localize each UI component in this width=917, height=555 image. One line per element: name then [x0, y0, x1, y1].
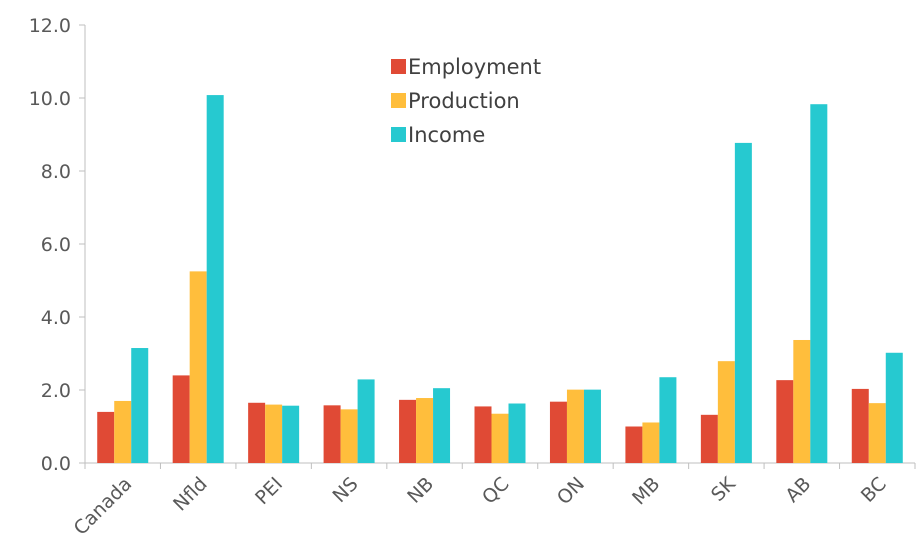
bar-production-qc — [491, 413, 509, 463]
bar-production-nb — [416, 398, 434, 463]
bar-production-pei — [265, 404, 283, 463]
x-tick-label: AB — [781, 473, 815, 507]
bar-employment-canada — [97, 411, 115, 463]
bar-employment-nb — [399, 399, 417, 463]
y-tick-label: 6.0 — [41, 234, 71, 256]
legend-swatch-employment — [391, 59, 406, 74]
x-tick-label: BC — [857, 473, 891, 507]
bar-employment-pei — [248, 402, 266, 463]
bar-income-sk — [734, 142, 752, 463]
legend-label-production: Production — [408, 89, 520, 113]
legend-label-income: Income — [408, 123, 485, 147]
y-tick-label: 0.0 — [41, 453, 71, 475]
x-tick-label: NB — [403, 473, 438, 508]
legend-swatch-income — [391, 127, 406, 142]
x-tick-label: Nfld — [169, 473, 212, 516]
bar-employment-ns — [323, 405, 341, 463]
bar-income-nb — [433, 388, 451, 463]
bar-income-qc — [508, 403, 526, 463]
bar-employment-mb — [625, 426, 643, 463]
bar-employment-bc — [851, 388, 869, 463]
bar-employment-on — [549, 401, 567, 463]
y-tick-label: 12.0 — [29, 15, 71, 37]
x-tick-label: ON — [553, 473, 589, 509]
bar-income-on — [583, 389, 601, 463]
bar-production-ns — [340, 409, 358, 463]
x-tick-label: NS — [328, 473, 362, 507]
bar-income-nfld — [206, 95, 224, 463]
bar-income-ns — [357, 379, 375, 463]
bar-production-bc — [868, 403, 886, 463]
legend-swatch-production — [391, 93, 406, 108]
bar-production-mb — [642, 422, 660, 463]
legend: Employment Production Income — [391, 55, 541, 147]
bar-income-ab — [810, 104, 828, 463]
legend-label-employment: Employment — [408, 55, 541, 79]
x-tick-label: MB — [628, 473, 664, 509]
bar-production-on — [566, 389, 584, 463]
x-tick-label: QC — [478, 473, 514, 509]
x-tick-label: Canada — [70, 473, 137, 540]
bar-production-nfld — [189, 271, 207, 463]
bar-income-canada — [131, 348, 149, 463]
x-tick-label: PEI — [251, 473, 287, 509]
bar-production-canada — [114, 400, 132, 463]
x-tick-label: SK — [707, 473, 740, 506]
bar-employment-qc — [474, 406, 492, 463]
y-tick-label: 8.0 — [41, 161, 71, 183]
bar-production-ab — [793, 339, 811, 463]
y-tick-label: 2.0 — [41, 380, 71, 402]
bar-employment-sk — [700, 414, 718, 463]
bar-production-sk — [717, 361, 735, 463]
bar-employment-ab — [776, 380, 794, 463]
bar-income-bc — [885, 352, 903, 463]
bar-employment-nfld — [172, 375, 190, 463]
bar-income-pei — [282, 405, 300, 463]
bar-income-mb — [659, 377, 677, 463]
bars — [97, 95, 903, 463]
y-tick-label: 10.0 — [29, 88, 71, 110]
y-tick-label: 4.0 — [41, 307, 71, 329]
